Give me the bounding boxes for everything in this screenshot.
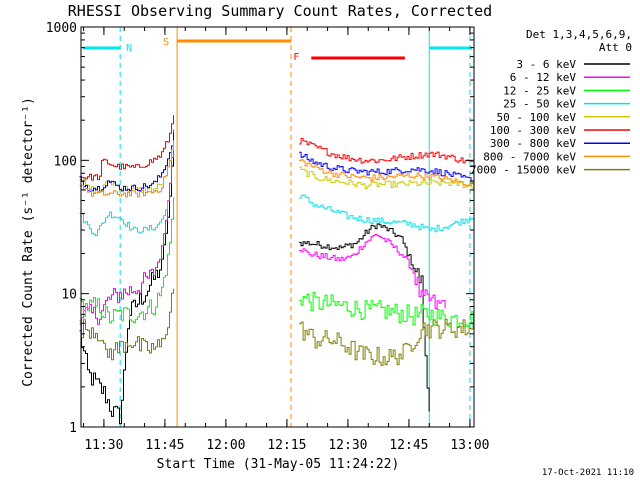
plot-timestamp: 17-Oct-2021 11:10 bbox=[542, 468, 634, 478]
x-tick-label: 12:30 bbox=[328, 438, 367, 453]
legend-entry-label: 300 - 800 keV bbox=[490, 137, 576, 150]
plot-frame bbox=[80, 26, 475, 428]
legend-entry-label: 100 - 300 keV bbox=[490, 124, 576, 137]
legend-entry-label: 50 - 100 keV bbox=[497, 111, 577, 124]
series-line bbox=[299, 223, 430, 412]
series-line bbox=[79, 140, 174, 198]
x-tick-label: 11:30 bbox=[84, 438, 123, 453]
chart-title: RHESSI Observing Summary Count Rates, Co… bbox=[68, 2, 492, 20]
series-line bbox=[79, 115, 174, 181]
series-line bbox=[299, 318, 474, 366]
series-line bbox=[299, 291, 474, 328]
series-line bbox=[79, 201, 168, 237]
legend-entry-label: 3 - 6 keV bbox=[516, 58, 576, 71]
legend-header: Det 1,3,4,5,6,9, bbox=[526, 28, 632, 41]
series-line bbox=[299, 138, 474, 164]
y-tick-label: 1000 bbox=[46, 21, 77, 36]
x-tick-label: 11:45 bbox=[145, 438, 184, 453]
y-tick-label: 10 bbox=[61, 288, 77, 303]
series-line bbox=[299, 159, 474, 187]
legend-entry-label: 25 - 50 keV bbox=[503, 98, 576, 111]
flag-label-n: N bbox=[126, 43, 132, 54]
legend-entry-label: 6 - 12 keV bbox=[510, 71, 577, 84]
legend-header: Att 0 bbox=[599, 41, 632, 54]
flag-label-f: F bbox=[293, 52, 299, 63]
legend-entry-label: 7000 - 15000 keV bbox=[470, 164, 576, 177]
series-line bbox=[299, 234, 446, 309]
x-tick-label: 12:45 bbox=[389, 438, 428, 453]
legend-entry-label: 12 - 25 keV bbox=[503, 84, 576, 97]
series-line bbox=[299, 194, 474, 233]
series-line bbox=[79, 129, 174, 325]
series-line bbox=[79, 197, 174, 324]
series-line bbox=[79, 132, 174, 192]
series-line bbox=[79, 288, 174, 361]
y-axis-label: Corrected Count Rate (s⁻¹ detector⁻¹) bbox=[21, 97, 36, 387]
x-tick-label: 12:15 bbox=[267, 438, 306, 453]
x-tick-label: 13:00 bbox=[450, 438, 489, 453]
series-line bbox=[299, 166, 474, 190]
flag-label-s: S bbox=[163, 37, 169, 48]
x-axis-label: Start Time (31-May-05 11:24:22) bbox=[157, 457, 400, 472]
legend-entry-label: 800 - 7000 keV bbox=[483, 150, 576, 163]
y-tick-label: 100 bbox=[54, 154, 77, 169]
series-line bbox=[299, 151, 474, 184]
series-line bbox=[79, 139, 174, 425]
y-tick-label: 1 bbox=[69, 421, 77, 436]
x-tick-label: 12:00 bbox=[206, 438, 245, 453]
